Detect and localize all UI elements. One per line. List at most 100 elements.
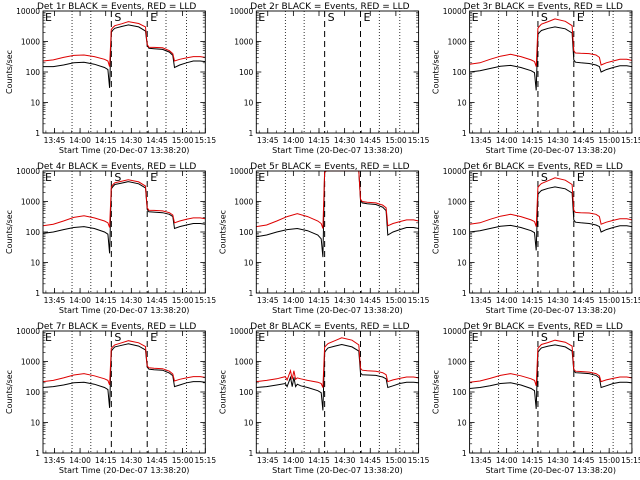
y-axis-label: Counts/sec <box>5 370 14 414</box>
plot-frame <box>255 330 420 454</box>
y-tick-label: 1 <box>35 449 40 458</box>
x-tick-label: 13:45 <box>257 296 279 305</box>
corner-marker: E <box>258 331 265 344</box>
x-tick-label: 14:00 <box>69 136 91 145</box>
x-axis-label: Start Time (20-Dec-07 13:38:20) <box>272 306 403 315</box>
series-events <box>469 186 632 251</box>
y-tick-label: 100 <box>26 388 41 397</box>
y-tick-label: 1000 <box>234 198 253 207</box>
x-tick-label: 15:15 <box>194 136 216 145</box>
panel-title: Det 5r BLACK = Events, RED = LLD <box>250 162 409 172</box>
panel-title: Det 2r BLACK = Events, RED = LLD <box>250 2 409 12</box>
y-tick-label: 100 <box>452 68 467 77</box>
time-marker-label: S <box>328 11 335 24</box>
corner-marker: E <box>472 331 479 344</box>
panel-title: Det 8r BLACK = Events, RED = LLD <box>250 322 409 332</box>
y-tick-label: 10 <box>244 259 254 268</box>
x-tick-label: 14:45 <box>573 136 595 145</box>
x-tick-label: 14:15 <box>521 136 543 145</box>
y-tick-label: 10 <box>244 419 254 428</box>
x-tick-label: 14:45 <box>359 136 381 145</box>
y-axis-label: Counts/sec <box>5 210 14 254</box>
series-events <box>42 181 206 254</box>
y-tick-label: 100 <box>452 228 467 237</box>
x-tick-label: 15:15 <box>621 296 640 305</box>
time-marker-label: S <box>114 171 121 184</box>
x-tick-label: 14:30 <box>334 456 356 465</box>
y-tick-label: 10 <box>30 99 40 108</box>
x-axis-label: Start Time (20-Dec-07 13:38:20) <box>272 146 403 155</box>
series-events <box>42 343 206 408</box>
y-tick-label: 10000 <box>16 7 40 16</box>
series-lld <box>256 170 419 229</box>
y-axis-label: Counts/sec <box>5 50 14 94</box>
x-axis-label: Start Time (20-Dec-07 13:38:20) <box>485 306 616 315</box>
corner-marker: E <box>45 171 52 184</box>
y-tick-label: 10 <box>30 259 40 268</box>
y-tick-label: 10 <box>457 99 467 108</box>
x-tick-label: 14:15 <box>521 296 543 305</box>
y-tick-label: 1000 <box>448 358 467 367</box>
y-tick-label: 1 <box>462 289 467 298</box>
y-tick-label: 1 <box>249 289 254 298</box>
corner-marker: E <box>472 11 479 24</box>
x-tick-label: 14:30 <box>121 456 143 465</box>
series-events <box>256 170 419 258</box>
x-tick-label: 15:15 <box>621 456 640 465</box>
corner-marker: E <box>258 11 265 24</box>
time-marker-label: E <box>150 11 157 24</box>
x-tick-label: 14:15 <box>95 456 117 465</box>
panel-title: Det 4r BLACK = Events, RED = LLD <box>37 162 196 172</box>
time-marker-label: E <box>577 171 584 184</box>
plot-frame <box>469 10 633 134</box>
series-lld <box>469 18 633 67</box>
y-tick-label: 1 <box>462 449 467 458</box>
y-tick-label: 10000 <box>443 327 467 336</box>
x-tick-label: 15:00 <box>598 136 620 145</box>
x-tick-label: 14:30 <box>547 296 569 305</box>
y-tick-label: 1 <box>249 449 254 458</box>
series-lld <box>42 21 206 67</box>
x-tick-label: 14:45 <box>573 456 595 465</box>
y-tick-label: 10000 <box>16 167 40 176</box>
x-tick-label: 13:45 <box>257 136 279 145</box>
x-tick-label: 14:45 <box>573 296 595 305</box>
x-tick-label: 15:00 <box>598 296 620 305</box>
x-axis-label: Start Time (20-Dec-07 13:38:20) <box>272 466 403 475</box>
plot-frame <box>469 170 633 294</box>
time-marker-label: E <box>577 11 584 24</box>
x-tick-label: 15:00 <box>172 136 194 145</box>
series-lld <box>42 340 206 386</box>
y-tick-label: 1 <box>462 129 467 138</box>
x-tick-label: 14:00 <box>496 456 518 465</box>
y-tick-label: 10000 <box>443 7 467 16</box>
x-tick-label: 14:15 <box>95 136 117 145</box>
x-tick-label: 14:30 <box>121 136 143 145</box>
y-tick-label: 10000 <box>16 327 40 336</box>
x-tick-label: 15:15 <box>408 136 430 145</box>
time-marker-label: S <box>114 11 121 24</box>
x-tick-label: 14:00 <box>69 456 91 465</box>
x-tick-label: 15:00 <box>172 296 194 305</box>
y-tick-label: 100 <box>239 228 254 237</box>
series-lld <box>42 179 206 228</box>
y-tick-label: 1000 <box>234 358 253 367</box>
time-marker-label: E <box>577 331 584 344</box>
x-tick-label: 14:00 <box>283 136 305 145</box>
y-tick-label: 1000 <box>21 198 40 207</box>
y-tick-label: 100 <box>452 388 467 397</box>
y-axis-label: Counts/sec <box>432 210 441 254</box>
x-tick-label: 14:15 <box>308 136 330 145</box>
x-tick-label: 14:45 <box>359 296 381 305</box>
time-marker-label: E <box>150 171 157 184</box>
panel-title: Det 9r BLACK = Events, RED = LLD <box>464 322 623 332</box>
y-tick-label: 100 <box>239 68 254 77</box>
y-tick-label: 100 <box>26 68 41 77</box>
